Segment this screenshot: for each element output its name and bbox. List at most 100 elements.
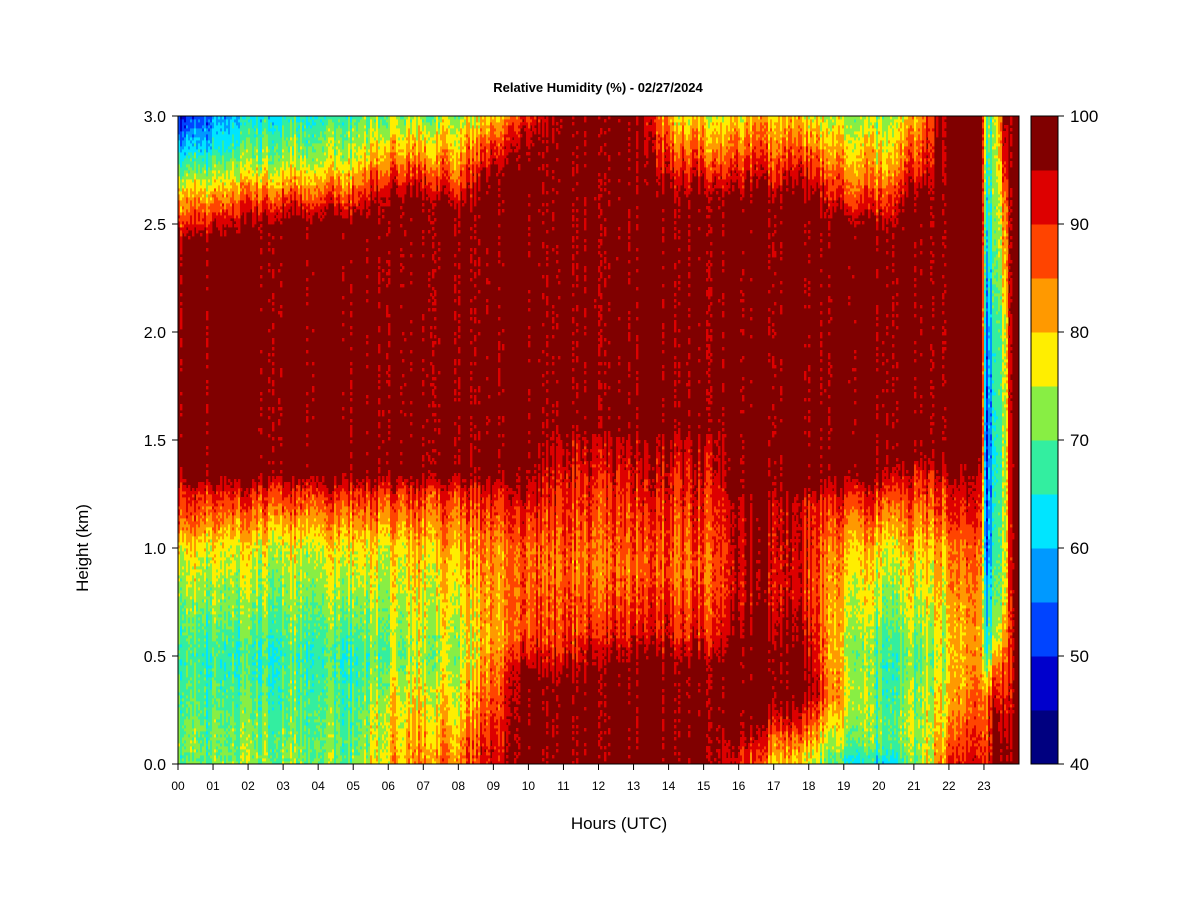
heatmap-cell xyxy=(354,737,357,741)
heatmap-cell xyxy=(186,638,189,642)
heatmap-cell xyxy=(276,206,279,213)
heatmap-cell xyxy=(208,212,211,225)
heatmap-cell xyxy=(270,692,273,750)
heatmap-cell xyxy=(310,146,313,171)
heatmap-cell xyxy=(202,155,205,159)
heatmap-cell xyxy=(232,647,235,654)
heatmap-cell xyxy=(302,158,305,162)
heatmap-cell xyxy=(290,716,293,723)
heatmap-cell xyxy=(320,212,323,216)
heatmap-cell xyxy=(192,698,195,702)
heatmap-cell xyxy=(296,515,299,528)
heatmap-cell xyxy=(244,167,247,171)
heatmap-cell xyxy=(332,563,335,567)
heatmap-cell xyxy=(336,671,339,675)
heatmap-cell xyxy=(206,746,209,750)
heatmap-cell xyxy=(250,497,253,510)
heatmap-cell xyxy=(236,557,239,573)
heatmap-cell xyxy=(342,518,345,525)
heatmap-cell xyxy=(324,521,327,534)
heatmap-cell xyxy=(242,611,245,615)
heatmap-cell xyxy=(360,617,363,624)
heatmap-cell xyxy=(228,215,231,228)
heatmap-cell xyxy=(358,122,361,135)
heatmap-cell xyxy=(210,545,213,552)
heatmap-cell xyxy=(270,647,273,657)
heatmap-cell xyxy=(256,725,259,735)
heatmap-cell xyxy=(384,125,387,144)
heatmap-cell xyxy=(224,152,227,171)
heatmap-cell xyxy=(254,116,257,126)
heatmap-cell xyxy=(204,716,207,720)
heatmap-cell xyxy=(294,134,297,168)
heatmap-cell xyxy=(246,746,249,750)
heatmap-cell xyxy=(338,119,341,123)
heatmap-cell xyxy=(192,140,195,144)
heatmap-cell xyxy=(300,677,303,693)
heatmap-cell xyxy=(374,650,377,657)
heatmap-cell xyxy=(336,674,339,678)
heatmap-cell xyxy=(294,635,297,639)
heatmap-cell xyxy=(368,635,371,654)
heatmap-cell xyxy=(252,602,255,609)
heatmap-cell xyxy=(384,185,387,198)
heatmap-cell xyxy=(194,134,197,138)
heatmap-cell xyxy=(210,590,213,597)
heatmap-cell xyxy=(254,701,257,711)
heatmap-cell xyxy=(252,185,255,201)
heatmap-cell xyxy=(268,593,271,636)
heatmap-cell xyxy=(272,692,275,696)
heatmap-cell xyxy=(222,725,225,729)
heatmap-cell xyxy=(248,665,251,675)
heatmap-cell xyxy=(216,737,219,741)
heatmap-cell xyxy=(338,719,341,723)
heatmap-cell xyxy=(340,509,343,513)
heatmap-cell xyxy=(232,692,235,696)
heatmap-cell xyxy=(206,194,209,198)
heatmap-cell xyxy=(232,731,235,744)
heatmap-cell xyxy=(186,188,189,198)
heatmap-cell xyxy=(292,509,295,525)
heatmap-cell xyxy=(190,515,193,534)
heatmap-cell xyxy=(276,125,279,144)
heatmap-cell xyxy=(348,203,351,207)
heatmap-cell xyxy=(298,485,301,498)
heatmap-cell xyxy=(198,164,201,180)
heatmap-cell xyxy=(196,137,199,141)
heatmap-cell xyxy=(330,761,333,765)
heatmap-cell xyxy=(296,563,299,582)
heatmap-cell xyxy=(250,158,253,165)
heatmap-cell xyxy=(274,758,277,762)
heatmap-cell xyxy=(178,506,181,510)
heatmap-cell xyxy=(220,611,223,615)
heatmap-cell xyxy=(250,116,253,120)
heatmap-cell xyxy=(300,593,303,597)
heatmap-cell xyxy=(368,599,371,603)
heatmap-cell xyxy=(182,620,185,624)
heatmap-cell xyxy=(380,533,383,546)
heatmap-cell xyxy=(380,722,383,726)
heatmap-cell xyxy=(206,596,209,600)
heatmap-cell xyxy=(326,581,329,585)
heatmap-cell xyxy=(374,500,377,513)
heatmap-cell xyxy=(242,749,245,753)
heatmap-cell xyxy=(232,581,235,588)
heatmap-cell xyxy=(276,509,279,516)
heatmap-cell xyxy=(344,533,347,537)
heatmap-cell xyxy=(260,224,263,228)
heatmap-cell xyxy=(352,725,355,750)
heatmap-cell xyxy=(306,611,309,633)
heatmap-cell xyxy=(188,152,191,156)
heatmap-cell xyxy=(232,149,235,162)
heatmap-cell xyxy=(330,560,333,573)
heatmap-cell xyxy=(322,569,325,594)
heatmap-cell xyxy=(346,179,349,183)
heatmap-cell xyxy=(180,116,183,120)
heatmap-cell xyxy=(228,512,231,516)
heatmap-cell xyxy=(380,188,383,198)
heatmap-cell xyxy=(224,476,227,492)
heatmap-cell xyxy=(286,740,289,750)
heatmap-cell xyxy=(382,686,385,690)
heatmap-cell xyxy=(382,647,385,651)
heatmap-cell xyxy=(226,695,229,699)
